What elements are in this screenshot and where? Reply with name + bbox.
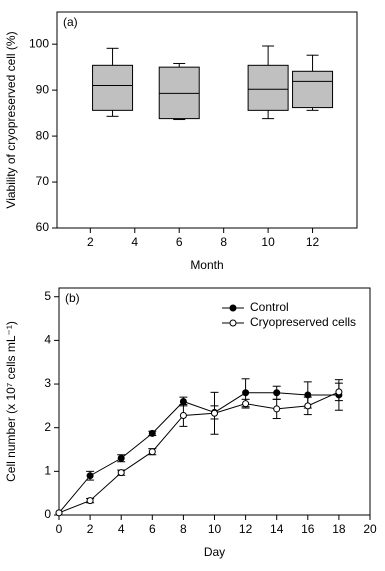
series-line	[58, 391, 340, 514]
x-tick-label: 0	[56, 522, 63, 536]
marker	[242, 400, 250, 408]
y-axis-label: Viability of cryopreserved cell (%)	[4, 31, 18, 208]
x-tick-label: 16	[301, 522, 315, 536]
x-tick-label: 8	[220, 235, 227, 249]
x-tick-label: 6	[176, 235, 183, 249]
box	[292, 70, 334, 109]
legend-label: Cryopreserved cells	[250, 315, 356, 329]
x-tick-label: 10	[208, 522, 222, 536]
marker	[179, 398, 187, 405]
x-axis-label: Month	[190, 258, 223, 272]
marker	[273, 389, 281, 397]
x-tick-label: 18	[332, 522, 346, 536]
x-tick-label: 2	[87, 522, 94, 536]
x-tick-label: 12	[306, 235, 320, 249]
y-tick-label: 4	[44, 333, 51, 347]
y-axis-label: Cell number (x 10⁷ cells mL⁻¹)	[4, 321, 18, 482]
marker	[86, 497, 94, 505]
y-tick-label: 90	[36, 82, 50, 96]
box	[92, 64, 134, 111]
y-tick-label: 1	[44, 464, 51, 478]
series-line	[58, 392, 339, 514]
x-tick-label: 20	[363, 522, 377, 536]
marker	[211, 409, 218, 417]
y-tick-label: 60	[36, 220, 50, 234]
marker	[55, 509, 63, 517]
x-tick-label: 4	[131, 235, 138, 249]
y-tick-label: 70	[36, 174, 50, 188]
x-tick-label: 12	[239, 522, 253, 536]
y-tick-label: 0	[44, 507, 51, 521]
panel-label: (a)	[63, 15, 78, 29]
legend-marker	[229, 304, 237, 312]
y-tick-label: 3	[44, 376, 51, 390]
legend-marker	[229, 319, 237, 327]
marker	[179, 411, 187, 419]
y-tick-label: 2	[44, 420, 51, 434]
marker	[273, 405, 281, 413]
marker	[86, 472, 94, 480]
marker	[242, 389, 250, 397]
y-tick-label: 5	[44, 289, 51, 303]
marker	[117, 454, 125, 462]
x-tick-label: 4	[118, 522, 125, 536]
x-tick-label: 6	[149, 522, 156, 536]
y-tick-label: 80	[36, 128, 50, 142]
marker	[117, 469, 125, 477]
x-tick-label: 14	[270, 522, 284, 536]
x-axis-label: Day	[204, 545, 225, 559]
panel-label: (b)	[65, 291, 80, 305]
marker	[148, 448, 156, 456]
legend-label: Control	[250, 300, 289, 314]
x-tick-label: 10	[261, 235, 275, 249]
x-tick-label: 2	[87, 235, 94, 249]
plot-frame	[56, 11, 358, 229]
marker	[148, 429, 156, 437]
box	[247, 64, 289, 111]
y-tick-label: 100	[29, 36, 49, 50]
marker	[304, 402, 312, 410]
marker	[335, 388, 343, 396]
x-tick-label: 8	[180, 522, 187, 536]
